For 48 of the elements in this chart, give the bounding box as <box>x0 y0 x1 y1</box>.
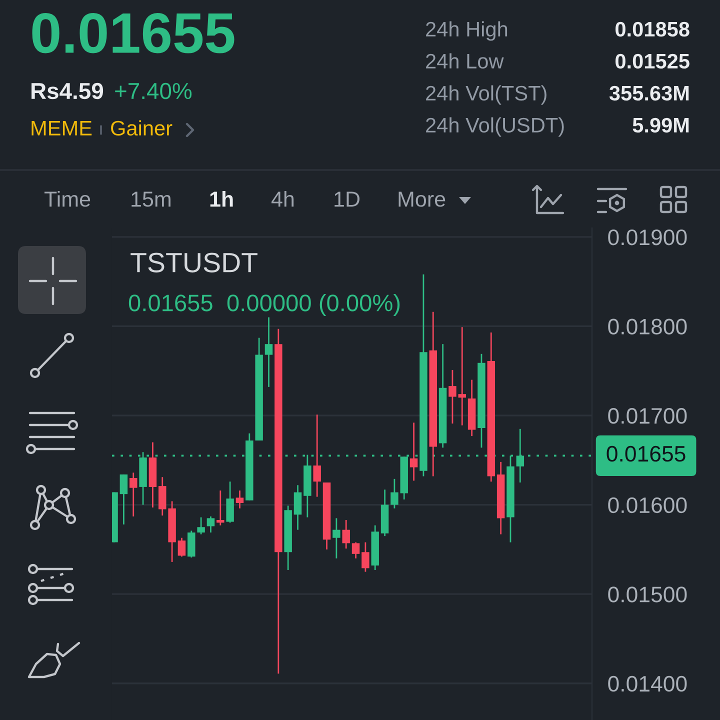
candlestick <box>342 519 350 550</box>
text: 5.99M <box>632 118 689 133</box>
candlestick <box>236 490 244 510</box>
text: 0.01655 0.00000 (0.00%) <box>128 294 400 316</box>
text: 15m <box>132 192 170 207</box>
y-tick-label: 0.01700 <box>608 408 687 424</box>
candlestick <box>197 516 205 535</box>
candlestick <box>352 542 360 560</box>
text: TSTUSDT <box>130 252 258 272</box>
candlestick <box>410 422 418 482</box>
candlestick <box>362 542 370 572</box>
y-tick-label: 0.01900 <box>608 229 687 246</box>
text: More <box>398 192 446 207</box>
candlestick <box>448 369 456 424</box>
text: Gainer <box>111 120 172 136</box>
text: 355.63M <box>609 86 689 101</box>
text: 0.01858 <box>616 22 690 37</box>
text: Rs4.59 <box>32 82 104 100</box>
candlestick <box>264 316 273 388</box>
text: 24h Vol(USDT) <box>426 117 564 137</box>
text: 0.01525 <box>616 54 690 69</box>
candlestick <box>206 516 215 534</box>
candlestick <box>158 476 166 516</box>
candlestick <box>294 484 302 531</box>
candlestick <box>458 326 466 426</box>
candlestick <box>178 537 186 558</box>
candlestick <box>226 480 234 524</box>
text: 4h <box>271 190 294 207</box>
candlestick <box>216 490 224 526</box>
candlestick <box>332 518 340 560</box>
text: 24h High <box>426 21 508 41</box>
text: 24h Low <box>426 53 504 69</box>
text: 0.01655 <box>32 12 234 54</box>
candlestick <box>120 474 128 526</box>
y-tick-label: 0.01400 <box>608 676 687 692</box>
candlestick <box>390 478 398 510</box>
candlestick <box>313 414 321 498</box>
y-tick-label: 0.01800 <box>608 318 687 334</box>
text: MEME <box>32 121 92 136</box>
candlestick <box>130 472 138 518</box>
text: Time <box>44 190 90 207</box>
text: +7.40% <box>115 82 192 100</box>
ref-line-label: 0.01655 <box>606 446 686 462</box>
text: 24h Vol(TST) <box>426 85 546 105</box>
y-tick-label: 0.01600 <box>608 497 687 514</box>
text: 1h <box>210 190 233 207</box>
y-tick-label: 0.01500 <box>608 586 687 602</box>
text: 1D <box>334 192 360 207</box>
